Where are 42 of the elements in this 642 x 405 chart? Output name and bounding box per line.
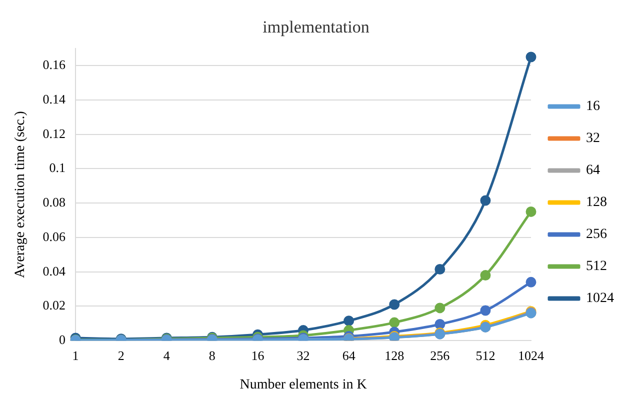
x-tick-label: 16 [251, 348, 265, 363]
point [480, 195, 491, 206]
y-tick-label: 0.06 [42, 228, 66, 244]
x-tick-label: 128 [384, 348, 404, 363]
point [526, 52, 536, 62]
y-tick-label: 0.04 [42, 263, 66, 278]
legend-label: 512 [586, 259, 607, 274]
point [434, 264, 446, 275]
y-tick-label: 0 [59, 332, 66, 348]
y-tick-label: 0.12 [42, 126, 66, 141]
chart-title: implementation [262, 18, 370, 37]
legend-label: 32 [586, 131, 600, 146]
x-tick-label: 2 [118, 348, 124, 363]
x-tick-label: 8 [208, 348, 216, 363]
legend-label: 128 [586, 195, 607, 210]
y-tick-label: 0.1 [49, 160, 66, 176]
legend-label: 1024 [586, 291, 614, 306]
point [526, 206, 536, 217]
point [389, 317, 400, 328]
y-tick-label: 0.16 [42, 57, 66, 72]
point [389, 299, 400, 310]
y-axis-title: Average execution time (sec.) [13, 110, 28, 278]
point [434, 302, 446, 314]
point [480, 305, 491, 316]
x-tick-label: 1024 [518, 348, 544, 363]
point [434, 319, 446, 330]
legend-label: 64 [586, 163, 600, 178]
point [526, 276, 536, 288]
point [480, 270, 491, 281]
y-tick-label: 0.08 [42, 194, 66, 210]
legend-label: 16 [586, 99, 600, 114]
x-tick-label: 64 [342, 348, 356, 363]
x-tick-label: 4 [163, 348, 170, 363]
y-tick-label: 0.02 [42, 298, 66, 313]
x-axis-title: Number elements in K [240, 377, 367, 392]
y-tick-label: 0.14 [42, 91, 66, 106]
legend-label: 256 [586, 227, 607, 242]
x-tick-label: 256 [430, 348, 450, 363]
x-tick-label: 32 [296, 348, 310, 363]
x-tick-label: 1 [72, 348, 79, 363]
x-tick-label: 512 [476, 348, 496, 363]
point [344, 316, 354, 326]
